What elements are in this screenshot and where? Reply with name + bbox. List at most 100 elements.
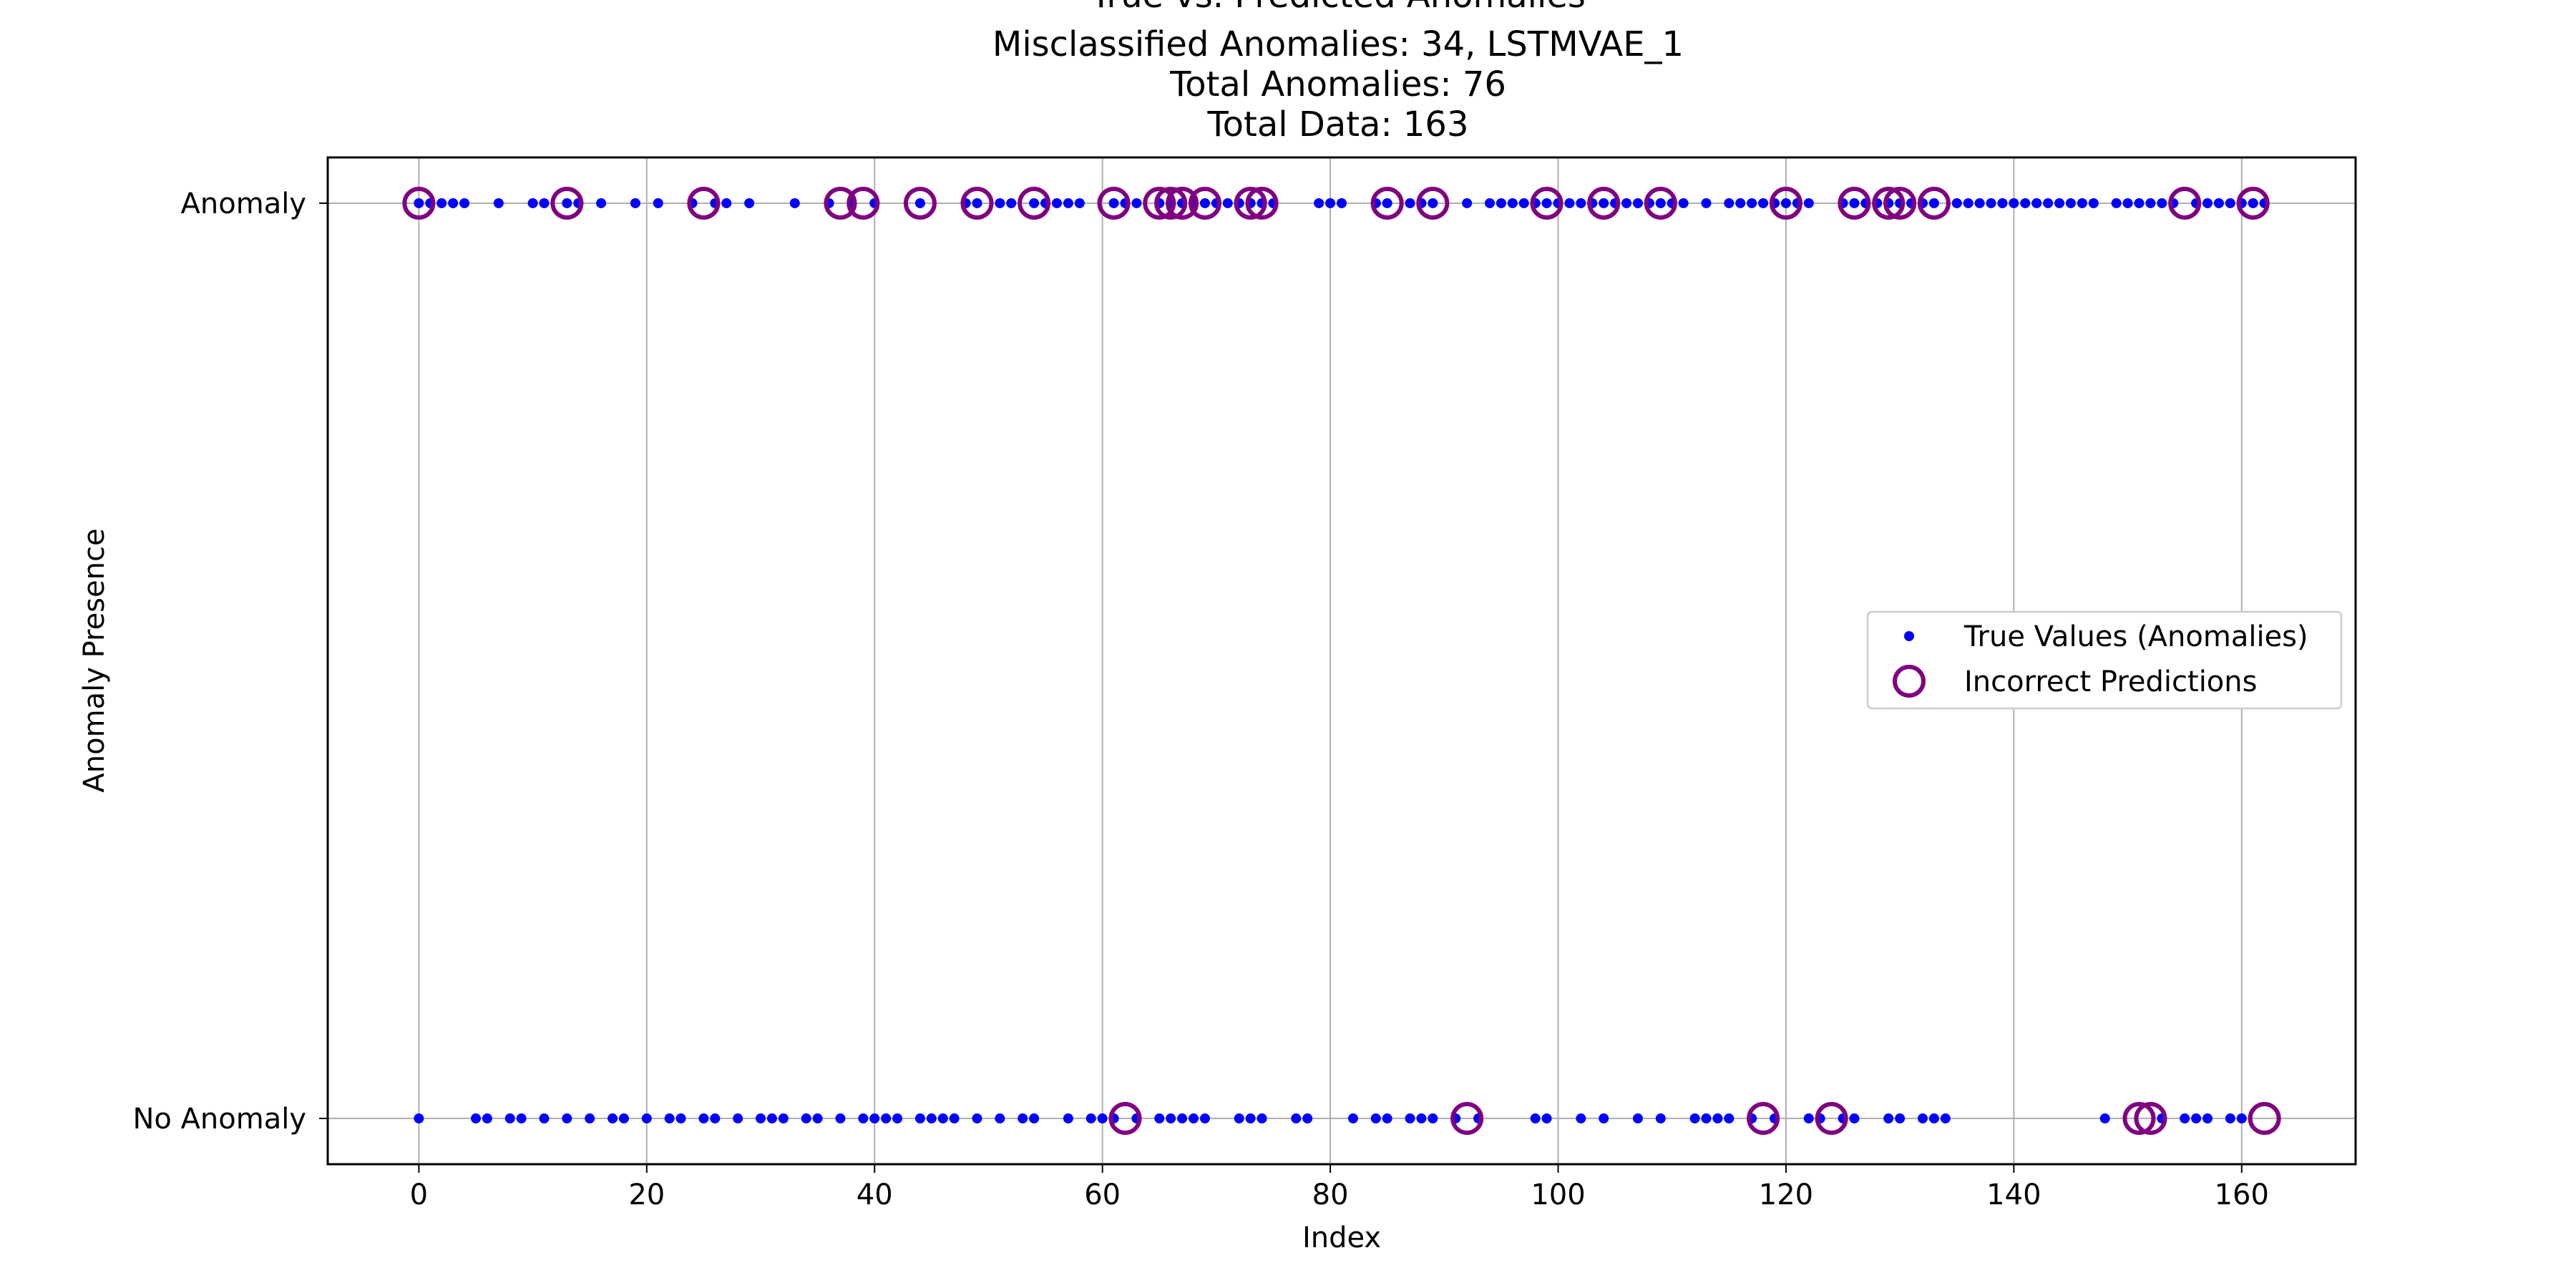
true-value-point (664, 1113, 675, 1124)
true-value-point (2145, 197, 2156, 208)
incorrect-prediction-marker (402, 186, 436, 220)
true-value-point (1530, 1113, 1541, 1124)
true-value-point (1576, 197, 1586, 208)
true-value-point (1632, 1113, 1643, 1124)
data-marks (402, 186, 2281, 1136)
legend-box (1866, 610, 2343, 710)
true-value-point (972, 1113, 982, 1124)
true-value-point (1974, 197, 1985, 208)
incorrect-prediction-marker (2236, 186, 2270, 220)
true-value-point (1199, 1113, 1210, 1124)
true-value-point (516, 1113, 527, 1124)
incorrect-prediction-marker (1747, 1102, 1780, 1136)
incorrect-prediction-marker (1166, 186, 1199, 220)
incorrect-prediction-marker (1530, 186, 1563, 220)
true-value-point (1599, 197, 1609, 208)
true-value-point (1701, 1113, 1712, 1124)
true-value-point (1758, 197, 1769, 208)
true-value-point (2248, 197, 2258, 208)
incorrect-prediction-marker (1587, 186, 1621, 220)
true-value-point (493, 197, 504, 208)
true-value-point (1234, 1113, 1244, 1124)
true-value-point (1382, 197, 1392, 208)
true-value-point (2077, 197, 2087, 208)
true-value-point (1576, 1113, 1586, 1124)
true-value-point (1803, 197, 1814, 208)
incorrect-prediction-marker (1416, 186, 1450, 220)
incorrect-prediction-marker (960, 186, 994, 220)
incorrect-prediction-marker (2248, 1102, 2281, 1136)
true-value-point (1291, 1113, 1302, 1124)
true-value-point (2191, 1113, 2202, 1124)
true-value-point (2020, 197, 2031, 208)
true-value-point (892, 1113, 903, 1124)
true-value-point (2031, 197, 2042, 208)
true-value-point (459, 197, 470, 208)
incorrect-prediction-marker (2134, 1102, 2167, 1136)
true-value-point (1245, 1113, 1256, 1124)
incorrect-prediction-marker (1143, 186, 1176, 220)
true-value-point (812, 1113, 823, 1124)
true-value-point (1655, 1113, 1666, 1124)
true-value-point (539, 1113, 550, 1124)
title-line-4: Total Data: 163 (1206, 104, 1468, 145)
true-value-point (1621, 197, 1632, 208)
true-value-point (1701, 197, 1712, 208)
y-tick-label: Anomaly (181, 187, 306, 220)
true-value-point (2111, 197, 2122, 208)
true-value-point (1314, 197, 1324, 208)
legend-dot-marker (1904, 631, 1914, 641)
true-value-point (1518, 197, 1529, 208)
true-value-point (1712, 1113, 1723, 1124)
true-value-point (756, 1113, 766, 1124)
true-value-point (1302, 1113, 1313, 1124)
true-value-point (1951, 197, 1962, 208)
true-value-point (2065, 197, 2076, 208)
x-axis-label: Index (1302, 1221, 1381, 1254)
incorrect-prediction-marker (1838, 186, 1871, 220)
true-value-point (641, 1113, 652, 1124)
incorrect-prediction-marker (1644, 186, 1677, 220)
true-value-point (1063, 1113, 1073, 1124)
legend: True Values (Anomalies) Incorrect Predic… (1866, 610, 2343, 710)
true-value-point (858, 1113, 869, 1124)
true-value-point (562, 1113, 572, 1124)
x-tick-label: 40 (857, 1179, 893, 1211)
x-tick-label: 140 (1986, 1179, 2041, 1211)
true-value-point (835, 1113, 846, 1124)
true-value-point (789, 197, 800, 208)
true-value-point (1166, 1113, 1176, 1124)
true-value-point (1405, 1113, 1415, 1124)
true-value-point (1986, 197, 1996, 208)
incorrect-prediction-marker (1018, 186, 1051, 220)
true-value-point (721, 197, 732, 208)
true-value-point (869, 1113, 880, 1124)
true-value-point (1428, 1113, 1438, 1124)
true-value-point (504, 1113, 515, 1124)
true-value-point (2043, 197, 2054, 208)
true-value-point (2009, 197, 2019, 208)
true-value-point (2122, 197, 2133, 208)
true-value-point (436, 197, 447, 208)
true-value-point (562, 197, 572, 208)
incorrect-prediction-marker (847, 186, 880, 220)
incorrect-prediction-marker (824, 186, 857, 220)
incorrect-prediction-marker (1815, 1102, 1848, 1136)
true-value-point (2088, 197, 2099, 208)
true-value-point (2213, 197, 2224, 208)
true-value-point (470, 1113, 481, 1124)
true-value-point (2225, 1113, 2235, 1124)
true-value-point (778, 1113, 789, 1124)
incorrect-prediction-marker (1097, 186, 1131, 220)
true-value-point (1428, 197, 1438, 208)
true-value-point (744, 197, 755, 208)
true-value-point (1177, 1113, 1188, 1124)
true-value-point (2236, 1113, 2247, 1124)
true-value-point (995, 197, 1005, 208)
plot-frame (326, 156, 2357, 1166)
chart-title: True vs. Predicted Anomalies Misclassifi… (992, 0, 1684, 145)
true-value-point (630, 197, 640, 208)
true-value-point (608, 1113, 618, 1124)
incorrect-prediction-marker (903, 186, 937, 220)
